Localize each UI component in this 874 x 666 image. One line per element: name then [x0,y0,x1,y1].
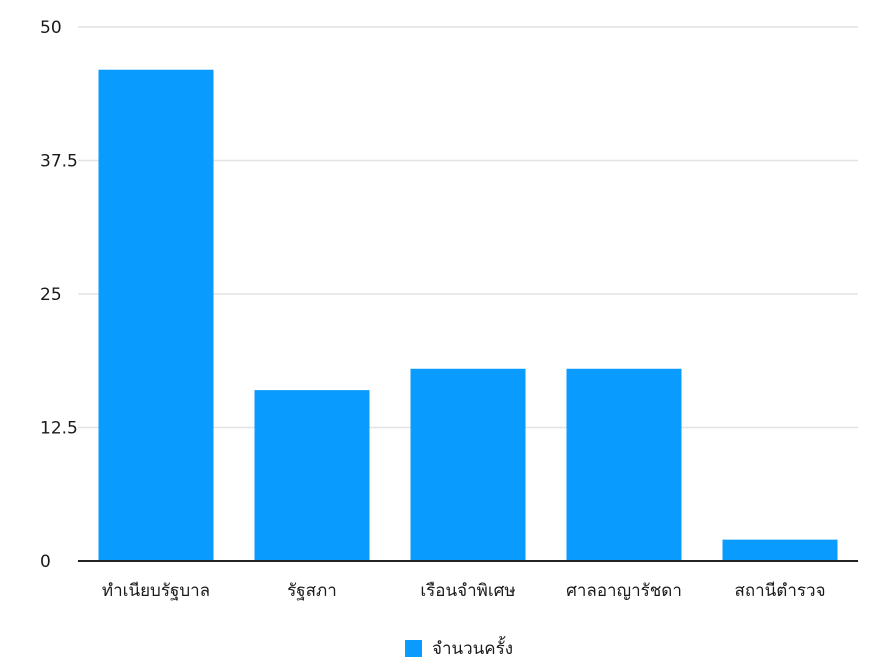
y-tick-label: 50 [40,18,62,38]
x-tick-label: รัฐสภา [287,581,337,601]
bar [410,368,526,561]
bar [566,368,682,561]
legend-swatch [405,640,422,657]
y-tick-label: 25 [40,285,62,305]
y-tick-label: 37.5 [40,152,78,172]
x-tick-label: ศาลอาญารัชดา [566,581,682,601]
bar [254,390,370,561]
x-tick-label: ทำเนียบรัฐบาล [102,581,210,601]
x-tick-label: สถานีตำรวจ [734,581,825,601]
bar [722,539,838,561]
bar [98,69,214,561]
x-tick-labels: ทำเนียบรัฐบาล รัฐสภา เรือนจำพิเศษ ศาลอาญารั… [102,581,826,601]
y-tick-label: 12.5 [40,419,78,439]
y-tick-label: 0 [40,552,51,572]
bars [98,69,838,561]
y-tick-labels: 0 12.5 25 37.5 50 [40,18,78,572]
x-tick-label: เรือนจำพิเศษ [420,581,515,601]
legend: จำนวนครั้ง [405,636,513,659]
legend-label: จำนวนครั้ง [432,636,513,659]
